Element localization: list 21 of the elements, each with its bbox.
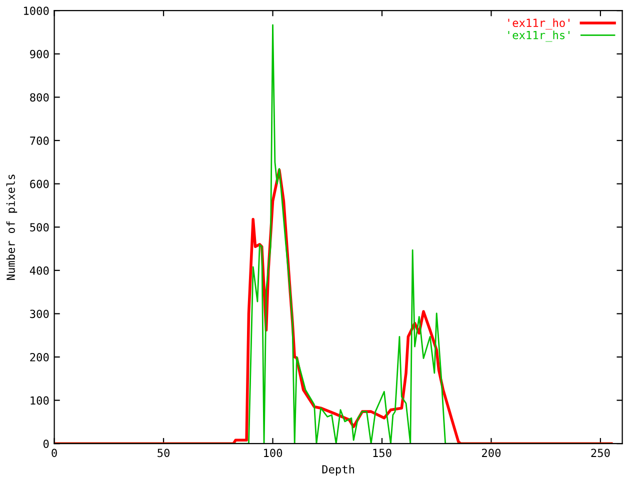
y-tick-label: 1000 (24, 6, 49, 16)
y-tick-label: 700 (30, 136, 49, 145)
x-tick-label: 150 (373, 448, 392, 458)
x-tick-label: 50 (158, 448, 170, 458)
y-tick-label: 300 (30, 310, 49, 318)
y-tick-label: 100 (30, 396, 49, 405)
y-tick-label: 900 (30, 50, 49, 58)
y-tick-label: 0 (43, 440, 49, 448)
y-tick-label: 400 (30, 266, 49, 275)
legend-label: 'ex11r_ho' (508, 18, 570, 30)
x-axis-title: Depth (322, 464, 354, 476)
y-tick-label: 800 (30, 93, 49, 102)
y-axis-title: Number of pixels (6, 174, 18, 280)
legend-label: 'ex11r_hs' (508, 30, 570, 42)
y-tick-label: 600 (30, 180, 49, 188)
y-tick-label: 200 (30, 353, 49, 362)
x-tick-label: 250 (591, 448, 610, 458)
x-tick-label: 200 (482, 448, 501, 458)
x-tick-label: 0 (52, 448, 57, 458)
x-tick-label: 100 (264, 448, 282, 458)
y-tick-label: 500 (30, 223, 49, 232)
